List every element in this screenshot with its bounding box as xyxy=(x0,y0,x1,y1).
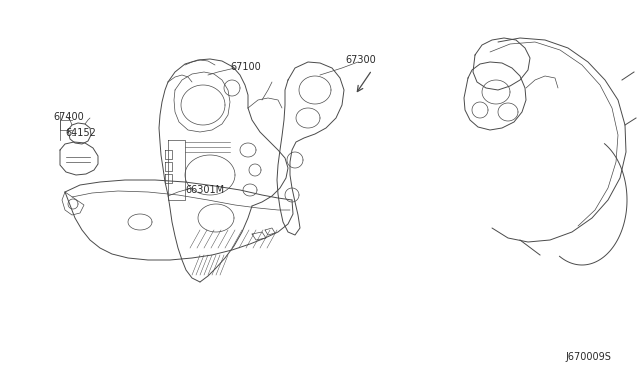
Text: 66301M: 66301M xyxy=(185,185,224,195)
Text: 67400: 67400 xyxy=(53,112,84,122)
Text: J670009S: J670009S xyxy=(565,352,611,362)
Text: 67100: 67100 xyxy=(230,62,260,72)
Text: 64152: 64152 xyxy=(65,128,96,138)
Text: 67300: 67300 xyxy=(345,55,376,65)
